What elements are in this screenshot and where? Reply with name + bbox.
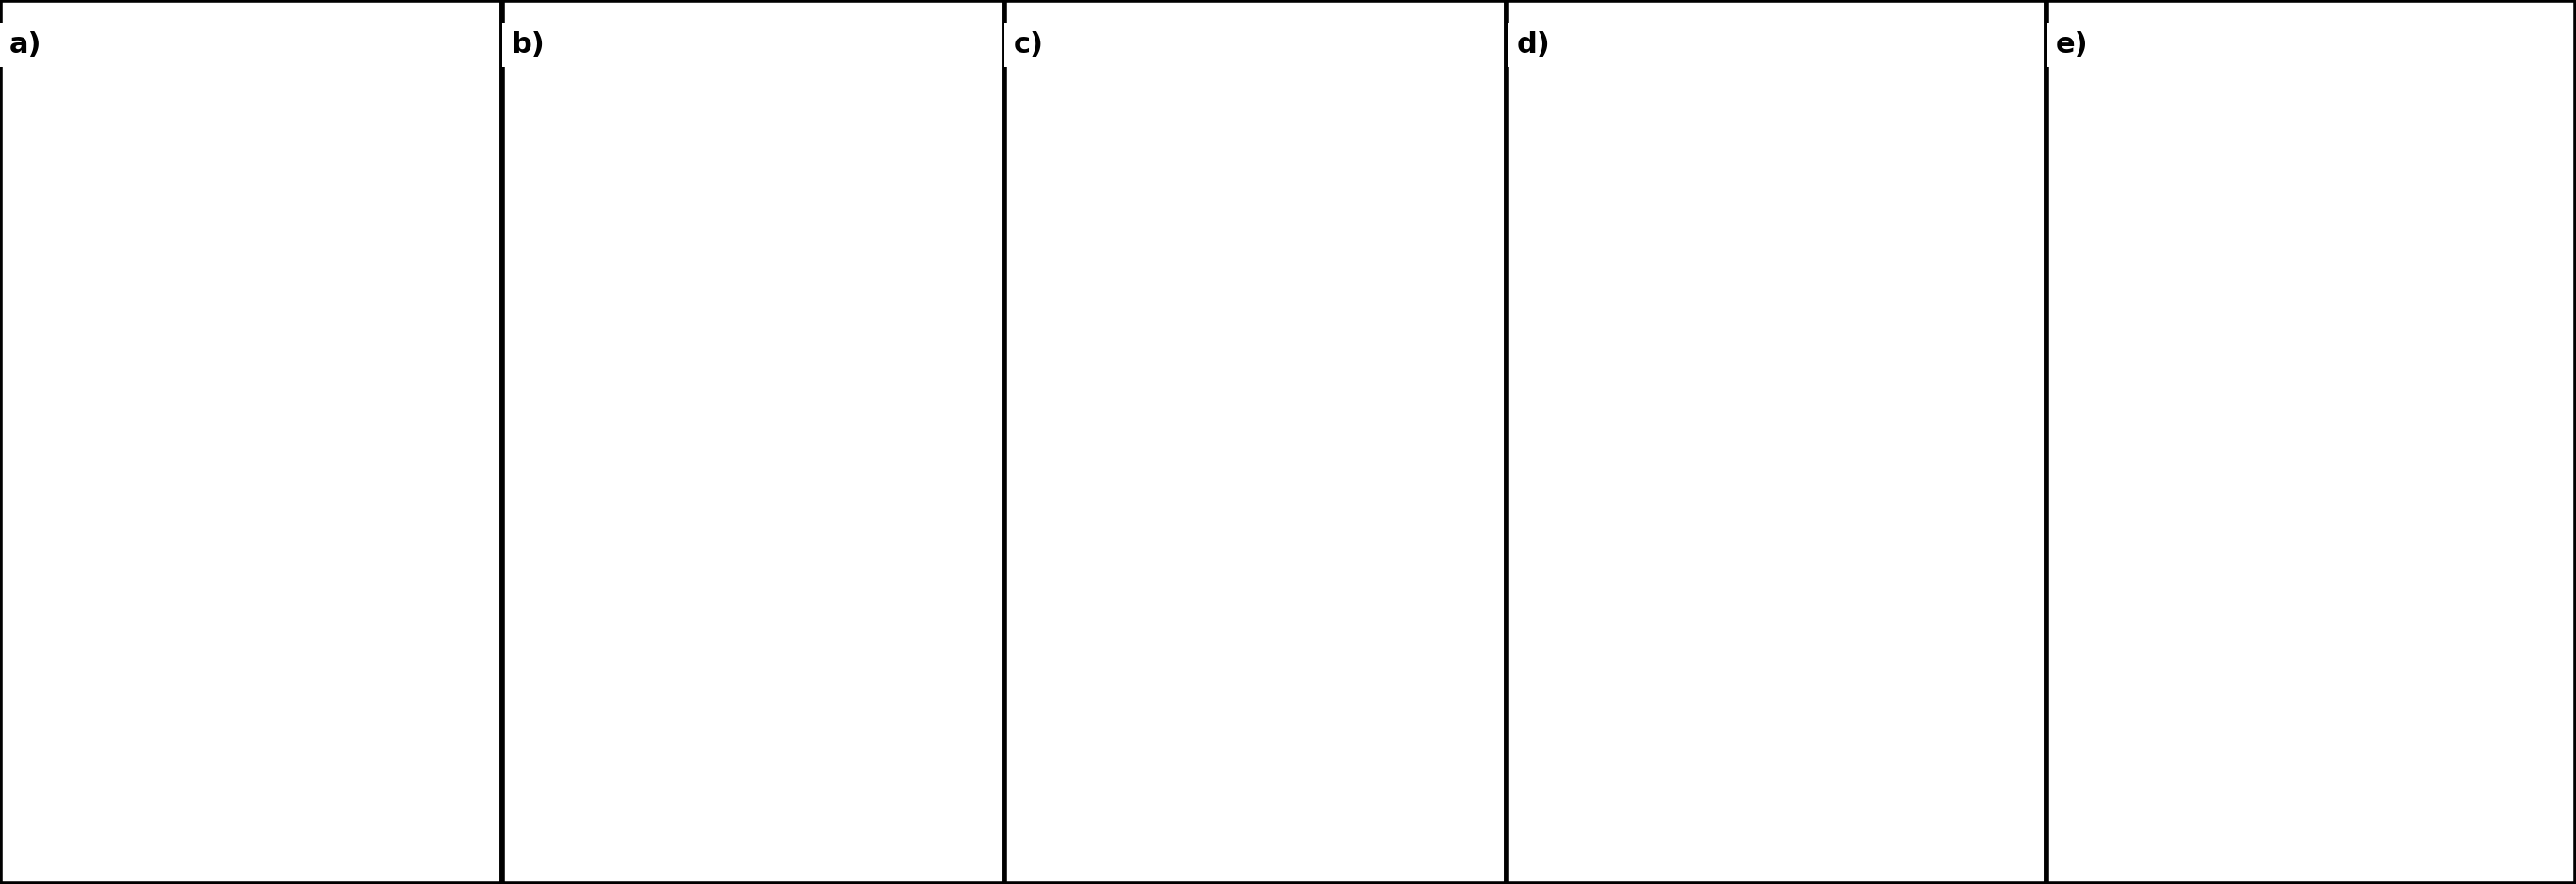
Text: e): e) bbox=[2056, 31, 2089, 58]
Text: d): d) bbox=[1517, 31, 1551, 58]
Text: c): c) bbox=[1012, 31, 1043, 58]
Text: a): a) bbox=[10, 31, 41, 58]
Text: b): b) bbox=[510, 31, 546, 58]
